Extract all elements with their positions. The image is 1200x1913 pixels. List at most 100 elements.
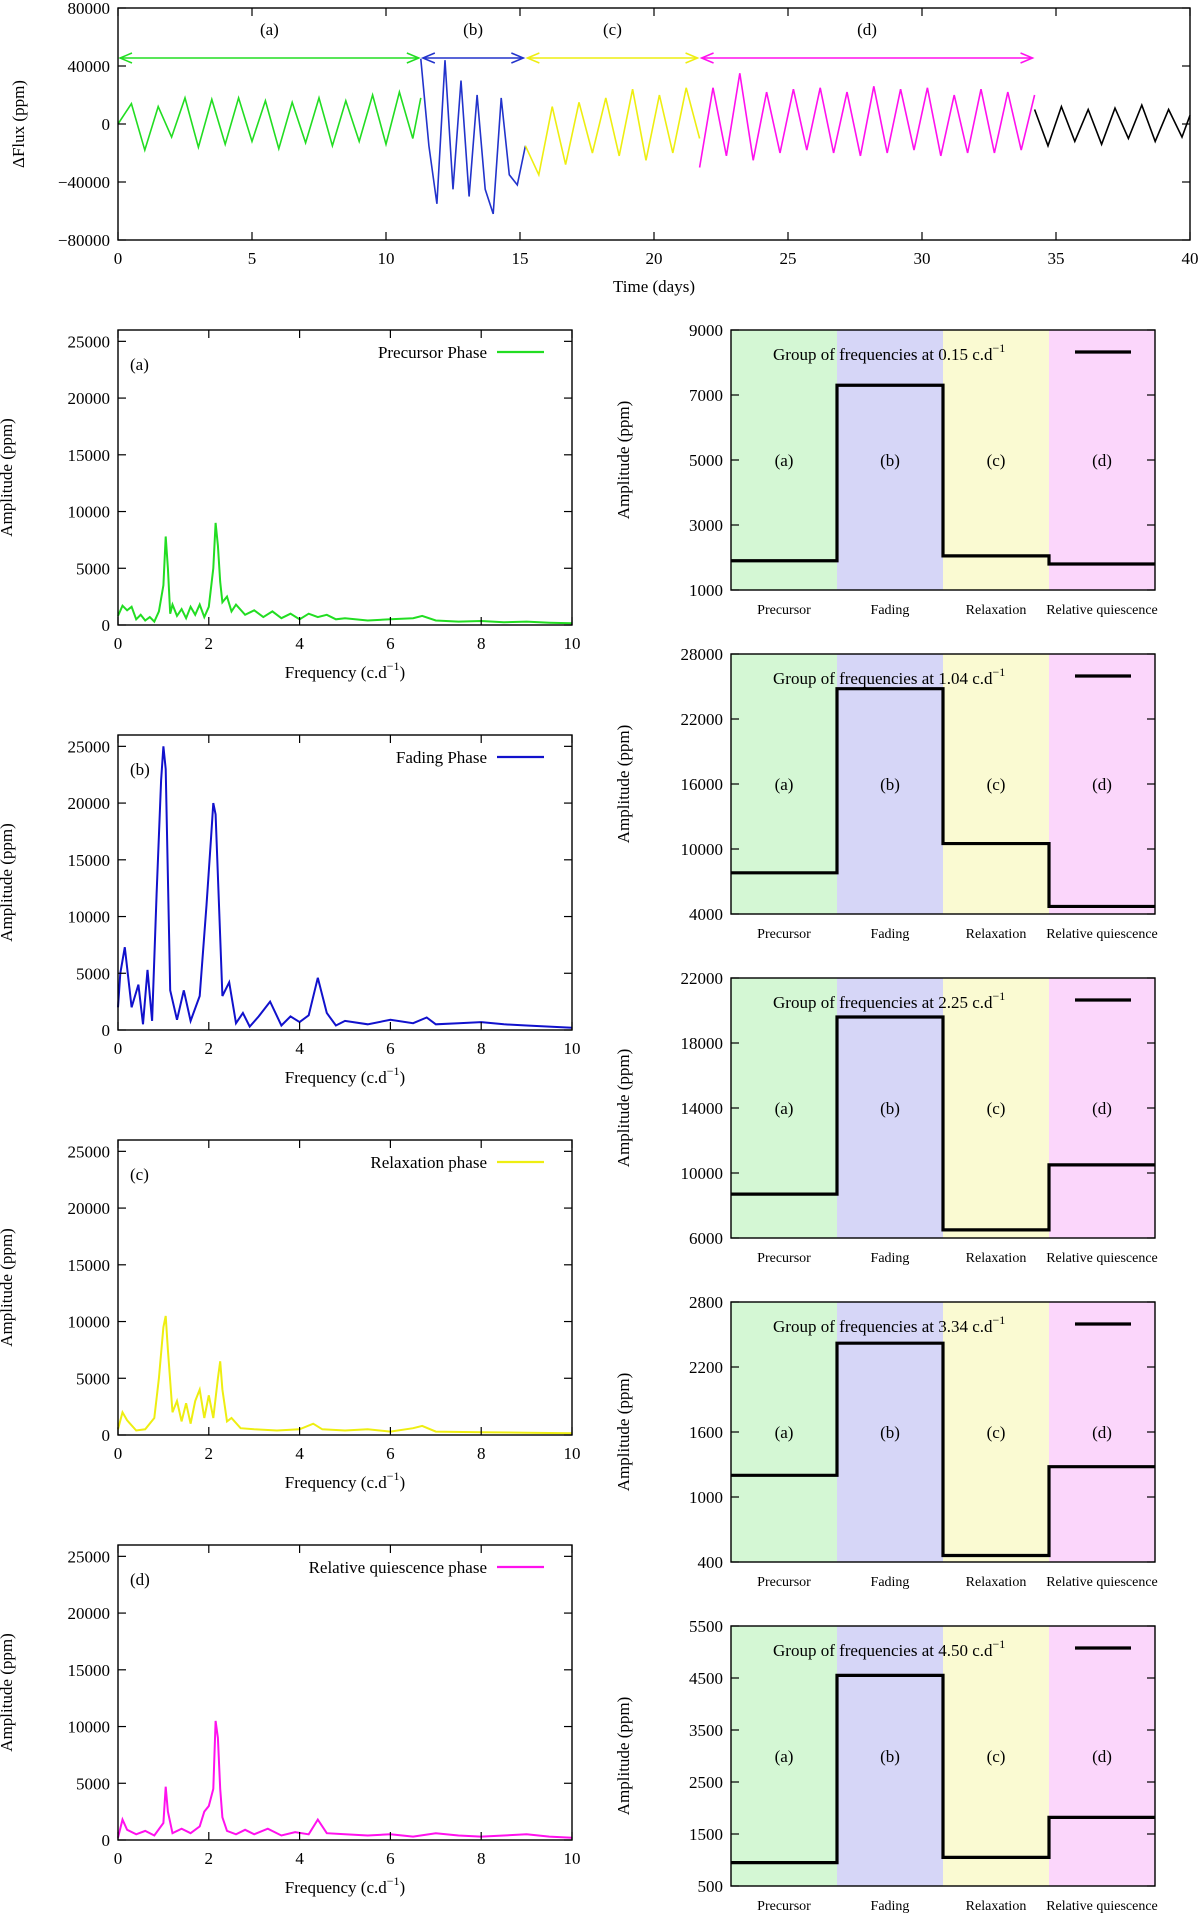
phase-label-1: (b) — [463, 20, 483, 39]
phase-arrowhead-left-2 — [525, 52, 540, 64]
y-tick-label: 28000 — [681, 645, 724, 664]
region-label: (a) — [775, 1747, 794, 1766]
y-tick-label: 10000 — [681, 840, 724, 859]
x-tick-label: 0 — [114, 1039, 123, 1058]
light-curve-series-2 — [524, 87, 701, 178]
x-tick-label: 30 — [914, 249, 931, 268]
y-tick-label: 5000 — [76, 559, 110, 578]
phase-label-0: (a) — [260, 20, 279, 39]
y-tick-label: 22000 — [681, 969, 724, 988]
region-background-2 — [943, 1626, 1049, 1886]
legend-label: Precursor Phase — [378, 343, 487, 362]
phase-arrowhead-left-3 — [699, 52, 714, 64]
x-axis-label-close: ) — [400, 1473, 406, 1492]
y-tick-label: 25000 — [68, 332, 111, 351]
category-label: Relative quiescence — [1046, 1251, 1158, 1266]
spectrum-d-panel: 0 2 4 6 8 10 0 5000 10000 15000 20000 25000 (d) Relat… — [0, 1544, 581, 1897]
y-tick-label: 18000 — [681, 1034, 724, 1053]
y-tick-label: 10000 — [68, 908, 111, 927]
region-background-2 — [943, 978, 1049, 1238]
x-tick-label: 6 — [386, 634, 395, 653]
spectrum-d-line — [117, 1720, 573, 1839]
y-axis-label: Amplitude (ppm) — [0, 823, 16, 942]
region-background-1 — [837, 1302, 943, 1562]
y-tick-label: 7000 — [689, 386, 723, 405]
x-tick-label: 5 — [248, 249, 257, 268]
y-tick-label: 15000 — [68, 1256, 111, 1275]
region-background-0 — [731, 654, 837, 914]
category-label: Relaxation — [966, 927, 1027, 942]
amplitude-step-line — [731, 383, 1155, 566]
group-0.15-panel: (a) Precursor (b) Fading (c) Relaxation (d) Rel… — [614, 321, 1158, 618]
region-background-0 — [731, 1626, 837, 1886]
x-tick-label: 4 — [295, 1849, 304, 1868]
category-label: Relative quiescence — [1046, 927, 1158, 942]
region-label: (b) — [880, 451, 900, 470]
x-tick-label: 10 — [378, 249, 395, 268]
x-tick-label: 8 — [477, 1849, 486, 1868]
y-axis-label: Amplitude (ppm) — [614, 401, 633, 520]
y-axis-label: Amplitude (ppm) — [0, 418, 16, 537]
legend-text: Group of frequencies at 4.50 c.d — [773, 1641, 993, 1660]
y-tick-label: 3000 — [689, 516, 723, 535]
region-background-3 — [1049, 978, 1155, 1238]
category-label: Fading — [871, 1575, 910, 1590]
y-axis-label: Amplitude (ppm) — [0, 1228, 16, 1347]
region-label: (c) — [987, 1423, 1006, 1442]
legend-text: Group of frequencies at 2.25 c.d — [773, 993, 993, 1012]
x-tick-label: 2 — [205, 1849, 214, 1868]
region-label: (c) — [987, 775, 1006, 794]
group-4.50-panel: (a) Precursor (b) Fading (c) Relaxation (d) Rel… — [614, 1617, 1158, 1913]
x-axis-label-text: Frequency (c.d — [285, 1068, 387, 1087]
x-axis-label: Frequency (c.d−1) — [285, 1469, 405, 1492]
region-label: (d) — [1092, 451, 1112, 470]
region-background-1 — [837, 330, 943, 590]
region-background-0 — [731, 330, 837, 590]
spectrum-c-line — [117, 1315, 573, 1435]
legend-label: Relative quiescence phase — [309, 1558, 487, 1577]
y-tick-label: 2800 — [689, 1293, 723, 1312]
legend-text: Group of frequencies at 0.15 c.d — [773, 345, 993, 364]
category-label: Precursor — [757, 1251, 811, 1266]
legend-label: Relaxation phase — [370, 1153, 487, 1172]
spectrum-b-panel: 0 2 4 6 8 10 0 5000 10000 15000 20000 25000 (b) Fadin… — [0, 734, 581, 1087]
legend-label: Group of frequencies at 1.04 c.d−1 — [773, 665, 1005, 688]
x-axis-label: Frequency (c.d−1) — [285, 1064, 405, 1087]
x-axis-label-close: ) — [400, 1878, 406, 1897]
region-background-2 — [943, 1302, 1049, 1562]
region-background-3 — [1049, 654, 1155, 914]
region-label: (a) — [775, 1099, 794, 1118]
y-tick-label: 1000 — [689, 1488, 723, 1507]
y-tick-label: 5000 — [76, 964, 110, 983]
x-tick-label: 2 — [205, 634, 214, 653]
y-tick-label: 15000 — [68, 446, 111, 465]
legend-exponent: −1 — [993, 1637, 1006, 1651]
group-3.34-panel: (a) Precursor (b) Fading (c) Relaxation (d) Rel… — [614, 1293, 1158, 1590]
category-label: Relaxation — [966, 1575, 1027, 1590]
x-tick-label: 4 — [295, 1039, 304, 1058]
y-tick-label: 0 — [102, 1021, 111, 1040]
region-label: (b) — [880, 1423, 900, 1442]
y-tick-label: 22000 — [681, 710, 724, 729]
region-label: (c) — [987, 1099, 1006, 1118]
y-tick-label: 0 — [102, 1831, 111, 1850]
x-tick-label: 15 — [512, 249, 529, 268]
phase-arrowhead-right-3 — [1020, 52, 1035, 64]
x-tick-label: 4 — [295, 1444, 304, 1463]
plot-frame — [117, 1544, 573, 1841]
region-label: (a) — [775, 775, 794, 794]
legend-label: Fading Phase — [396, 748, 487, 767]
legend-label: Group of frequencies at 4.50 c.d−1 — [773, 1637, 1005, 1660]
category-label: Fading — [871, 1251, 910, 1266]
spectrum-a-line — [117, 522, 573, 625]
x-axis-label: Frequency (c.d−1) — [285, 1874, 405, 1897]
x-tick-label: 6 — [386, 1039, 395, 1058]
y-axis-label: ΔFlux (ppm) — [9, 80, 28, 168]
x-axis-label-text: Frequency (c.d — [285, 1878, 387, 1897]
y-tick-label: 15000 — [68, 851, 111, 870]
y-tick-label: 10000 — [68, 1313, 111, 1332]
x-axis-label-exponent: −1 — [387, 1064, 400, 1078]
plot-frame — [730, 1625, 1156, 1887]
y-tick-label: 10000 — [68, 1718, 111, 1737]
